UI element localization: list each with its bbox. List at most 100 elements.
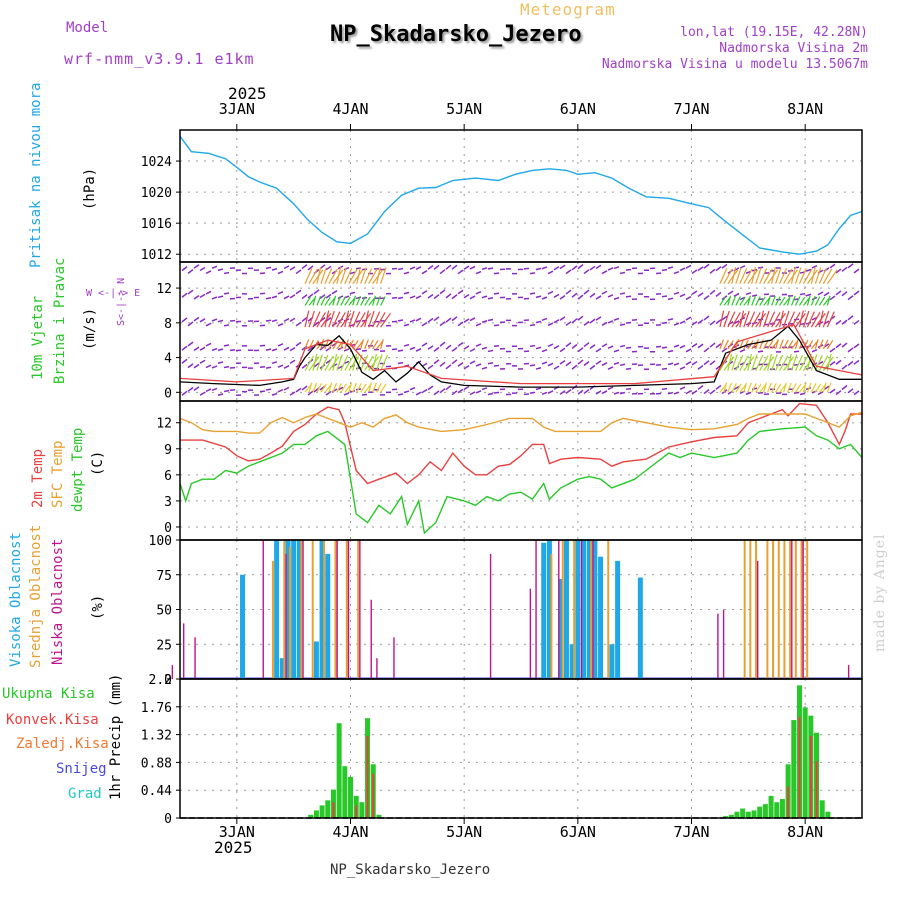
precip-bar-conv_precip	[355, 805, 358, 818]
wind-arrow	[806, 382, 812, 393]
wind-arrow	[790, 295, 796, 306]
wind-arrow	[304, 339, 310, 350]
wind-arrow	[352, 311, 361, 328]
wind-arrow	[380, 267, 387, 284]
wind-arrow	[814, 354, 823, 371]
wind-arrow	[356, 267, 362, 284]
cloud-bar-low_cloud	[717, 613, 719, 679]
wind-arrow	[308, 382, 313, 393]
wind-arrow	[316, 354, 323, 371]
wind-arrow	[376, 295, 381, 306]
cloud-bar-high_cloud	[563, 540, 569, 679]
wind-arrow	[372, 353, 377, 371]
wind-arrow	[735, 383, 742, 393]
wind-arrow	[739, 267, 748, 284]
wind-arrow	[751, 383, 757, 393]
cloud-bar-high_cloud	[586, 540, 592, 679]
cloud-bar-mid_cloud	[772, 540, 775, 679]
cloud-bar-high_cloud	[285, 540, 291, 679]
cloud-bar-high_cloud	[569, 644, 575, 679]
cloud-bar-mid_cloud	[561, 540, 564, 679]
wind-arrow	[723, 268, 733, 285]
wind-gust-line	[179, 323, 863, 385]
cloud-bar-mid_cloud	[766, 540, 769, 679]
cloud-bar-high_cloud	[274, 540, 280, 679]
wind-ytick-label: 12	[156, 282, 172, 297]
wind-arrow	[826, 295, 831, 306]
wind-arrow	[723, 382, 728, 393]
model-elevation-label: Nadmorska Visina u modelu 13.5067m	[601, 57, 868, 72]
wind-arrow	[320, 339, 325, 350]
wind-arrow	[786, 353, 792, 371]
temp-line-sfc_temp	[179, 411, 863, 434]
wind-arrow	[328, 310, 335, 328]
temperature-ytick-label: 3	[164, 495, 172, 510]
pressure-ytick-label: 1020	[141, 186, 172, 201]
temperature-ytick-label: 6	[164, 469, 172, 484]
wind-arrow	[787, 311, 796, 328]
cloud-bar-low_cloud	[393, 637, 395, 679]
wind-arrow	[372, 340, 379, 350]
top-day-label: 5JAN	[446, 100, 482, 118]
cloud-bar-high_cloud	[609, 644, 615, 679]
wind-arrow	[304, 267, 313, 284]
precip-legend-frz: Zaledj.Kisa	[16, 736, 109, 752]
cloud-bar-mid_cloud	[590, 540, 593, 679]
wind-arrow	[348, 382, 353, 393]
wind-arrow	[767, 382, 772, 393]
wind-arrow	[304, 355, 315, 371]
wind-arrow	[810, 295, 816, 306]
wind-arrow	[719, 296, 726, 306]
wind-speed-line	[179, 325, 862, 388]
cloud-bar-low_cloud	[376, 658, 378, 679]
precip-bar-total_precip	[825, 811, 831, 818]
wind-arrow	[759, 267, 768, 284]
cloud-bar-mid_cloud	[323, 540, 326, 679]
wind-arrow	[324, 267, 333, 284]
wind-arrow	[787, 340, 794, 350]
wind-arrow	[775, 339, 779, 350]
wind-arrow	[723, 339, 729, 350]
wind-arrow	[356, 295, 361, 306]
wind-arrow	[376, 312, 386, 328]
cloud-bar-mid_cloud	[789, 540, 792, 679]
wind-arrow	[806, 311, 815, 328]
wind-arrow	[818, 267, 827, 284]
wind-arrow	[759, 339, 764, 350]
precip-panel-bg	[180, 679, 862, 818]
wind-arrow	[312, 295, 317, 306]
wind-arrow	[759, 310, 765, 328]
wind-arrow	[719, 339, 725, 350]
wind-arrow	[798, 267, 807, 284]
wind-arrow	[348, 310, 355, 328]
wind-arrow	[364, 339, 369, 350]
pressure-panel-bg	[180, 130, 862, 262]
wind-arrow	[767, 340, 774, 350]
wind-arrow	[336, 354, 343, 371]
model-label: Model	[66, 20, 109, 36]
wind-arrow	[747, 311, 756, 328]
wind-arrow	[312, 353, 318, 371]
wind-arrow	[775, 267, 782, 284]
wind-arrow	[352, 295, 357, 306]
wind-arrow	[779, 310, 784, 328]
precip-bar-total_precip	[751, 810, 757, 818]
wind-arrow	[316, 267, 322, 284]
cloud-ytick-label: 50	[156, 604, 172, 619]
wind-arrow	[790, 383, 797, 393]
wind-arrow	[340, 354, 349, 371]
wind-arrow	[735, 296, 741, 306]
wind-arrow	[304, 296, 311, 306]
wind-arrow	[822, 268, 833, 285]
precip-bar-conv_precip	[787, 786, 790, 818]
cloud-bar-low_cloud	[489, 553, 492, 679]
cloud-bar-mid_cloud	[783, 540, 786, 679]
wind-arrow	[727, 382, 733, 393]
wind-arrow	[719, 267, 728, 284]
wind-arrow	[786, 295, 791, 306]
wind-arrow	[771, 354, 778, 371]
wind-arrow	[352, 382, 357, 393]
wind-arrow	[794, 296, 801, 306]
wind-arrow	[822, 339, 829, 350]
